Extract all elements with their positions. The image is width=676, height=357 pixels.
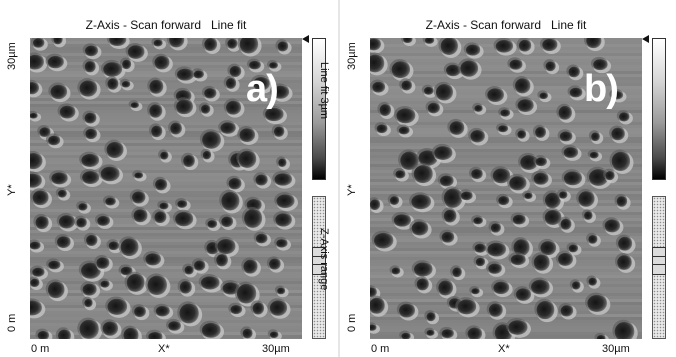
- panel-divider: [338, 0, 340, 357]
- color-scale-bar: [652, 38, 666, 180]
- z-axis-range-bar[interactable]: [312, 196, 326, 339]
- x-axis-min-label: 0 m: [371, 343, 390, 355]
- afm-scan-image[interactable]: [30, 38, 302, 339]
- panel-label: b): [584, 68, 619, 110]
- x-axis-title: X*: [498, 343, 510, 355]
- afm-surface: [370, 38, 642, 339]
- x-axis-title: X*: [158, 343, 170, 355]
- color-scale-bar: [312, 38, 326, 180]
- afm-surface: [30, 38, 302, 339]
- y-axis-title: Y*: [346, 184, 358, 196]
- panel-label: a): [246, 68, 279, 110]
- y-axis-min-label: 0 m: [346, 313, 358, 332]
- afm-scan-image[interactable]: [370, 38, 642, 339]
- y-axis-max-label: 30µm: [346, 42, 358, 70]
- z-range-handle[interactable]: [312, 247, 326, 275]
- triangle-marker-icon[interactable]: [302, 35, 309, 43]
- scan-panel-b: Z-Axis - Scan forward Line fit b) 30µm Y*…: [340, 0, 676, 357]
- y-axis-title: Y*: [6, 184, 18, 196]
- x-axis-max-label: 30µm: [602, 343, 630, 355]
- triangle-marker-icon[interactable]: [642, 35, 649, 43]
- z-range-handle[interactable]: [652, 247, 666, 275]
- y-axis-max-label: 30µm: [6, 42, 18, 70]
- y-axis-min-label: 0 m: [6, 313, 18, 332]
- x-axis-max-label: 30µm: [262, 343, 290, 355]
- x-axis-min-label: 0 m: [31, 343, 50, 355]
- panel-title: Z-Axis - Scan forward Line fit: [85, 18, 247, 32]
- panel-title: Z-Axis - Scan forward Line fit: [425, 18, 587, 32]
- scan-panel-a: Z-Axis - Scan forward Line fit a) 30µm Y*…: [6, 18, 330, 355]
- z-axis-range-bar[interactable]: [652, 196, 666, 339]
- z-axis-range-label: Z-Axis range: [318, 228, 330, 291]
- color-scale-label: Line fit 3µm: [318, 62, 330, 120]
